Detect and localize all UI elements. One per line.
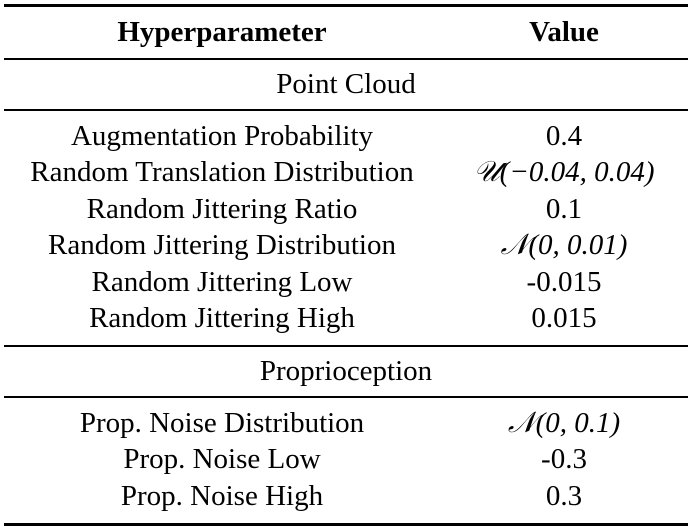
table-row: Augmentation Probability 0.4 (4, 118, 688, 155)
row-name: Augmentation Probability (70, 119, 374, 152)
header-hyperparameter: Hyperparameter (117, 16, 327, 48)
row-name: Random Jittering Distribution (48, 229, 396, 262)
table-row: Prop. Noise Low -0.3 (4, 442, 688, 479)
row-value: 𝒩(0, 0.01) (500, 229, 628, 262)
header-value: Value (529, 16, 599, 48)
section-rule-point-cloud (4, 109, 688, 111)
table-row: Random Translation Distribution 𝒰(−0.04,… (4, 155, 688, 192)
row-value: 0.015 (531, 302, 597, 335)
top-rule (4, 4, 688, 7)
row-value: 0.1 (545, 192, 583, 225)
header-rule (4, 58, 688, 60)
table-row: Prop. Noise High 0.3 (4, 478, 688, 515)
row-name: Prop. Noise Low (123, 443, 321, 476)
table-row: Random Jittering Low -0.015 (4, 264, 688, 301)
table-row: Random Jittering Distribution 𝒩(0, 0.01) (4, 228, 688, 265)
row-name: Prop. Noise Distribution (79, 406, 365, 439)
row-name: Random Translation Distribution (30, 156, 414, 189)
hyperparameter-table: Hyperparameter Value Point Cloud Augment… (4, 4, 688, 526)
table-row: Random Jittering High 0.015 (4, 301, 688, 338)
table-row: Random Jittering Ratio 0.1 (4, 191, 688, 228)
table-header-row: Hyperparameter Value (4, 7, 688, 58)
row-value: 𝒩(0, 0.1) (507, 406, 621, 439)
section-rule-proprioception (4, 396, 688, 398)
row-name: Prop. Noise High (120, 479, 324, 512)
row-value: 𝒰(−0.04, 0.04) (473, 156, 655, 189)
row-name: Random Jittering High (89, 302, 355, 335)
section-title-proprioception: Proprioception (259, 355, 433, 387)
section-title-point-cloud: Point Cloud (276, 68, 416, 100)
row-value: 0.3 (545, 479, 583, 512)
row-name: Random Jittering Low (91, 265, 353, 298)
row-value: -0.3 (541, 443, 587, 476)
row-value: -0.015 (526, 265, 602, 298)
section-rule-proprioception-top (4, 345, 688, 347)
bottom-rule (4, 522, 688, 526)
table-row: Prop. Noise Distribution 𝒩(0, 0.1) (4, 405, 688, 442)
row-value: 0.4 (545, 119, 583, 152)
row-name: Random Jittering Ratio (86, 192, 358, 225)
